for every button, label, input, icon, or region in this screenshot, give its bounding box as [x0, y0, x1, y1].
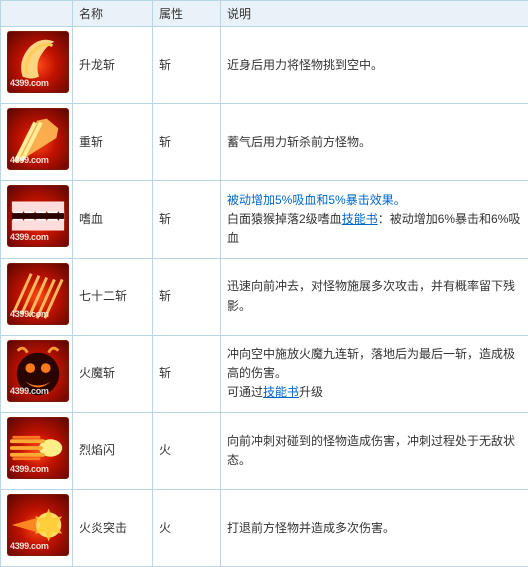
desc-text: 近身后用力将怪物挑到空中。 [227, 58, 383, 72]
skill-attr: 火 [153, 412, 221, 489]
skill-attr: 斩 [153, 27, 221, 104]
desc-text: 冲向空中施放火魔九连斩，落地后为最后一斩，造成极高的伤害。 [227, 345, 522, 383]
skill-name: 火炎突击 [73, 490, 153, 567]
desc-text: 升级 [299, 385, 323, 399]
desc-text: 可通过 [227, 385, 263, 399]
skill-icon-cell: 4399.com [1, 104, 73, 181]
skill-icon: 4399.com [7, 340, 69, 402]
desc-text: 白面猿猴掉落2级嗜血 [227, 212, 342, 226]
desc-text: 蓄气后用力斩杀前方怪物。 [227, 135, 371, 149]
table-row: 4399.com 七十二斩斩迅速向前冲去，对怪物施展多次攻击，并有概率留下残影。 [1, 258, 528, 335]
skill-icon-cell: 4399.com [1, 335, 73, 412]
desc-text: 打退前方怪物并造成多次伤害。 [227, 521, 395, 535]
skill-icon: 4399.com [7, 417, 69, 479]
skill-icon: 4399.com [7, 494, 69, 556]
skill-icon-cell: 4399.com [1, 27, 73, 104]
header-attr: 属性 [153, 1, 221, 27]
desc-text: 向前冲刺对碰到的怪物造成伤害，冲刺过程处于无敌状态。 [227, 434, 515, 467]
skill-name: 烈焰闪 [73, 412, 153, 489]
table-row: 4399.com 嗜血斩被动增加5%吸血和5%暴击效果。白面猿猴掉落2级嗜血技能书… [1, 181, 528, 258]
header-row: 名称 属性 说明 [1, 1, 528, 27]
skill-name: 火魔斩 [73, 335, 153, 412]
skills-table: 名称 属性 说明 4399.com升龙斩斩近身后用力将怪物挑到空中。4399.c… [0, 0, 528, 567]
skill-attr: 斩 [153, 181, 221, 258]
watermark-text: 4399.com [10, 539, 49, 553]
skill-attr: 斩 [153, 335, 221, 412]
header-icon [1, 1, 73, 27]
skill-desc: 向前冲刺对碰到的怪物造成伤害，冲刺过程处于无敌状态。 [221, 412, 528, 489]
skill-icon: 4399.com [7, 263, 69, 325]
skill-name: 嗜血 [73, 181, 153, 258]
table-row: 4399.com 升龙斩斩近身后用力将怪物挑到空中。 [1, 27, 528, 104]
skill-desc: 打退前方怪物并造成多次伤害。 [221, 490, 528, 567]
table-row: 4399.com 火魔斩斩冲向空中施放火魔九连斩，落地后为最后一斩，造成极高的伤害… [1, 335, 528, 412]
watermark-text: 4399.com [10, 153, 49, 167]
watermark-text: 4399.com [10, 307, 49, 321]
skill-desc: 蓄气后用力斩杀前方怪物。 [221, 104, 528, 181]
skill-name: 升龙斩 [73, 27, 153, 104]
watermark-text: 4399.com [10, 384, 49, 398]
skill-icon-cell: 4399.com [1, 412, 73, 489]
skill-icon-cell: 4399.com [1, 181, 73, 258]
watermark-text: 4399.com [10, 230, 49, 244]
skill-desc: 近身后用力将怪物挑到空中。 [221, 27, 528, 104]
skill-icon: 4399.com [7, 185, 69, 247]
skill-desc: 被动增加5%吸血和5%暴击效果。白面猿猴掉落2级嗜血技能书：被动增加6%暴击和6… [221, 181, 528, 258]
desc-text: 迅速向前冲去，对怪物施展多次攻击，并有概率留下残影。 [227, 279, 515, 312]
watermark-text: 4399.com [10, 462, 49, 476]
skill-desc: 迅速向前冲去，对怪物施展多次攻击，并有概率留下残影。 [221, 258, 528, 335]
header-desc: 说明 [221, 1, 528, 27]
header-name: 名称 [73, 1, 153, 27]
skill-icon-cell: 4399.com [1, 258, 73, 335]
skill-icon: 4399.com [7, 31, 69, 93]
skill-name: 重斩 [73, 104, 153, 181]
watermark-text: 4399.com [10, 76, 49, 90]
skill-book-link[interactable]: 技能书 [263, 385, 299, 399]
desc-highlight: 被动增加5%吸血和5%暴击效果。 [227, 191, 522, 210]
skill-desc: 冲向空中施放火魔九连斩，落地后为最后一斩，造成极高的伤害。可通过技能书升级 [221, 335, 528, 412]
skill-attr: 斩 [153, 104, 221, 181]
skill-name: 七十二斩 [73, 258, 153, 335]
table-row: 4399.com 火炎突击火打退前方怪物并造成多次伤害。 [1, 490, 528, 567]
skill-icon-cell: 4399.com [1, 490, 73, 567]
skill-attr: 火 [153, 490, 221, 567]
skill-icon: 4399.com [7, 108, 69, 170]
skill-attr: 斩 [153, 258, 221, 335]
table-row: 4399.com 重斩斩蓄气后用力斩杀前方怪物。 [1, 104, 528, 181]
table-row: 4399.com 烈焰闪火向前冲刺对碰到的怪物造成伤害，冲刺过程处于无敌状态。 [1, 412, 528, 489]
skill-book-link[interactable]: 技能书 [342, 212, 378, 226]
